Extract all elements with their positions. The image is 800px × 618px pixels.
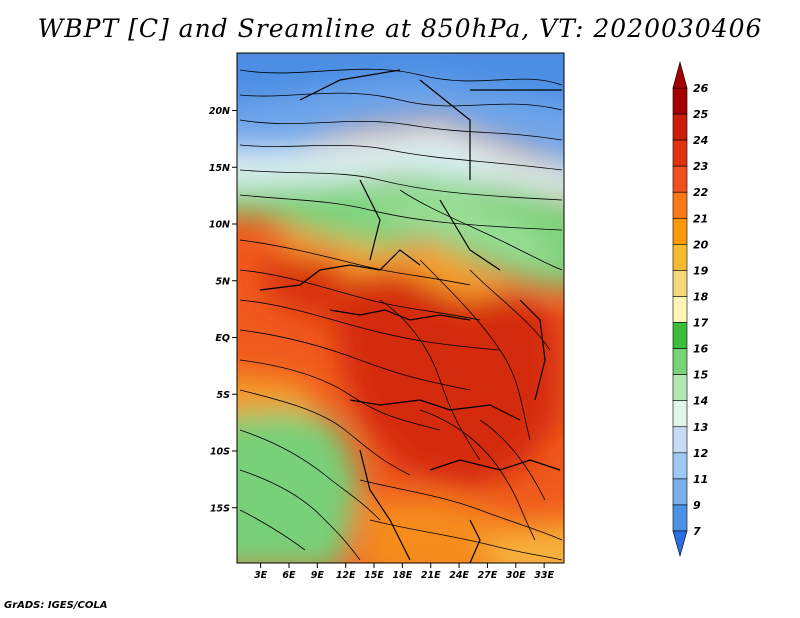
colorbar: 26 25 24 23 22 21 20 19 18 17 16 15 14 13 12 11 9 7: [672, 60, 709, 558]
streamlines: [239, 68, 563, 561]
colorbar-label: 25: [693, 108, 709, 121]
plot-frame: [236, 52, 565, 564]
lon-tick-label: 21E: [421, 570, 441, 581]
lat-tick-label: 5S: [217, 390, 231, 401]
lon-tick-label: 27E: [478, 570, 498, 581]
colorbar-label: 14: [693, 395, 708, 408]
colorbar-swatch: [672, 504, 688, 532]
lon-tick-label: 6E: [282, 570, 296, 581]
colorbar-swatch: [672, 217, 688, 245]
colorbar-swatch: [672, 322, 688, 349]
colorbar-label: 9: [693, 499, 701, 512]
lon-tick-label: 33E: [534, 570, 554, 581]
colorbar-swatch: [672, 270, 688, 297]
lat-tick-label: EQ: [215, 333, 230, 344]
map-title: WBPT [C] and Sreamline at 850hPa, VT: 20…: [37, 14, 763, 43]
lon-tick-label: 9E: [311, 570, 325, 581]
colorbar-label: 17: [693, 317, 709, 330]
lat-tick-label: 20N: [209, 106, 230, 117]
colorbar-top-arrow: [672, 60, 688, 89]
lat-tick-label: 15S: [210, 503, 230, 514]
colorbar-swatch: [672, 244, 688, 271]
lat-tick-label: 10N: [209, 220, 230, 231]
colorbar-swatch: [672, 478, 688, 506]
grads-credit: GrADS: IGES/COLA: [4, 600, 108, 611]
colorbar-swatch: [672, 348, 688, 375]
colorbar-label: 16: [693, 343, 709, 356]
colorbar-label: 23: [693, 160, 709, 173]
lon-tick-label: 24E: [449, 570, 469, 581]
colorbar-label: 26: [693, 82, 709, 95]
colorbar-swatch: [672, 87, 688, 115]
colorbar-swatch: [672, 374, 688, 402]
colorbar-swatch: [672, 139, 688, 167]
lon-tick-label: 18E: [393, 570, 413, 581]
colorbar-label: 11: [693, 473, 708, 486]
colorbar-swatch: [672, 191, 688, 219]
colorbar-label: 12: [693, 447, 709, 460]
colorbar-swatch: [672, 426, 688, 454]
wbpt-field: [237, 53, 564, 563]
lat-tick-label: 15N: [209, 163, 230, 174]
colorbar-label: 15: [693, 369, 709, 382]
colorbar-label: 20: [693, 238, 709, 251]
lon-tick-label: 30E: [506, 570, 526, 581]
lat-tick-label: 10S: [210, 447, 230, 458]
colorbar-swatch: [672, 165, 688, 193]
colorbar-label: 7: [693, 525, 701, 538]
lat-tick-label: 5N: [215, 276, 230, 287]
lon-tick-label: 15E: [364, 570, 384, 581]
longitude-axis: 3E 6E 9E 12E 15E 18E 21E 24E 27E 30E 33E: [254, 563, 554, 581]
latitude-axis: 20N 15N 10N 5N EQ 5S 10S 15S: [209, 106, 237, 514]
colorbar-label: 18: [693, 290, 709, 303]
colorbar-swatch: [672, 452, 688, 480]
colorbar-swatch: [672, 113, 688, 141]
colorbar-label: 13: [693, 421, 709, 434]
colorbar-label: 19: [693, 264, 709, 277]
colorbar-swatch: [672, 296, 688, 323]
country-borders: [259, 69, 562, 563]
lon-tick-label: 3E: [254, 570, 268, 581]
colorbar-swatch: [672, 400, 688, 428]
colorbar-label: 21: [693, 212, 708, 225]
colorbar-label: 24: [693, 134, 708, 147]
colorbar-label: 22: [693, 186, 709, 199]
lon-tick-label: 12E: [336, 570, 356, 581]
colorbar-bottom-arrow: [672, 530, 688, 558]
